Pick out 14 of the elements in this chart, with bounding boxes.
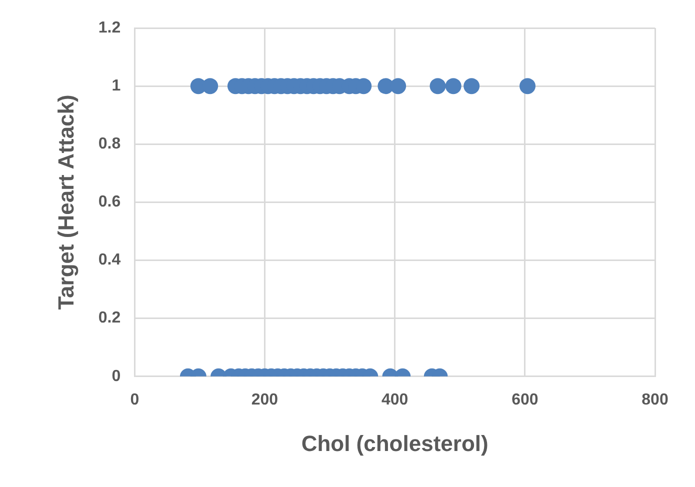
x-tick-label: 800 bbox=[642, 391, 668, 408]
x-tick-label: 0 bbox=[130, 391, 140, 408]
y-tick-label: 0 bbox=[112, 368, 121, 385]
y-tick-label: 0.2 bbox=[98, 310, 121, 327]
x-tick-label: 400 bbox=[381, 391, 408, 408]
x-tick-label: 600 bbox=[512, 391, 538, 408]
y-tick-label: 0.6 bbox=[98, 194, 121, 211]
y-axis-title: Target (Heart Attack) bbox=[53, 94, 78, 310]
y-tick-label: 0.8 bbox=[98, 136, 121, 153]
x-tick-label: 200 bbox=[251, 391, 278, 408]
y-tick-label: 0.4 bbox=[98, 252, 121, 269]
y-tick-label: 1.2 bbox=[98, 19, 121, 36]
x-axis-title: Chol (cholesterol) bbox=[301, 430, 488, 456]
y-tick-label: 1 bbox=[112, 77, 121, 94]
